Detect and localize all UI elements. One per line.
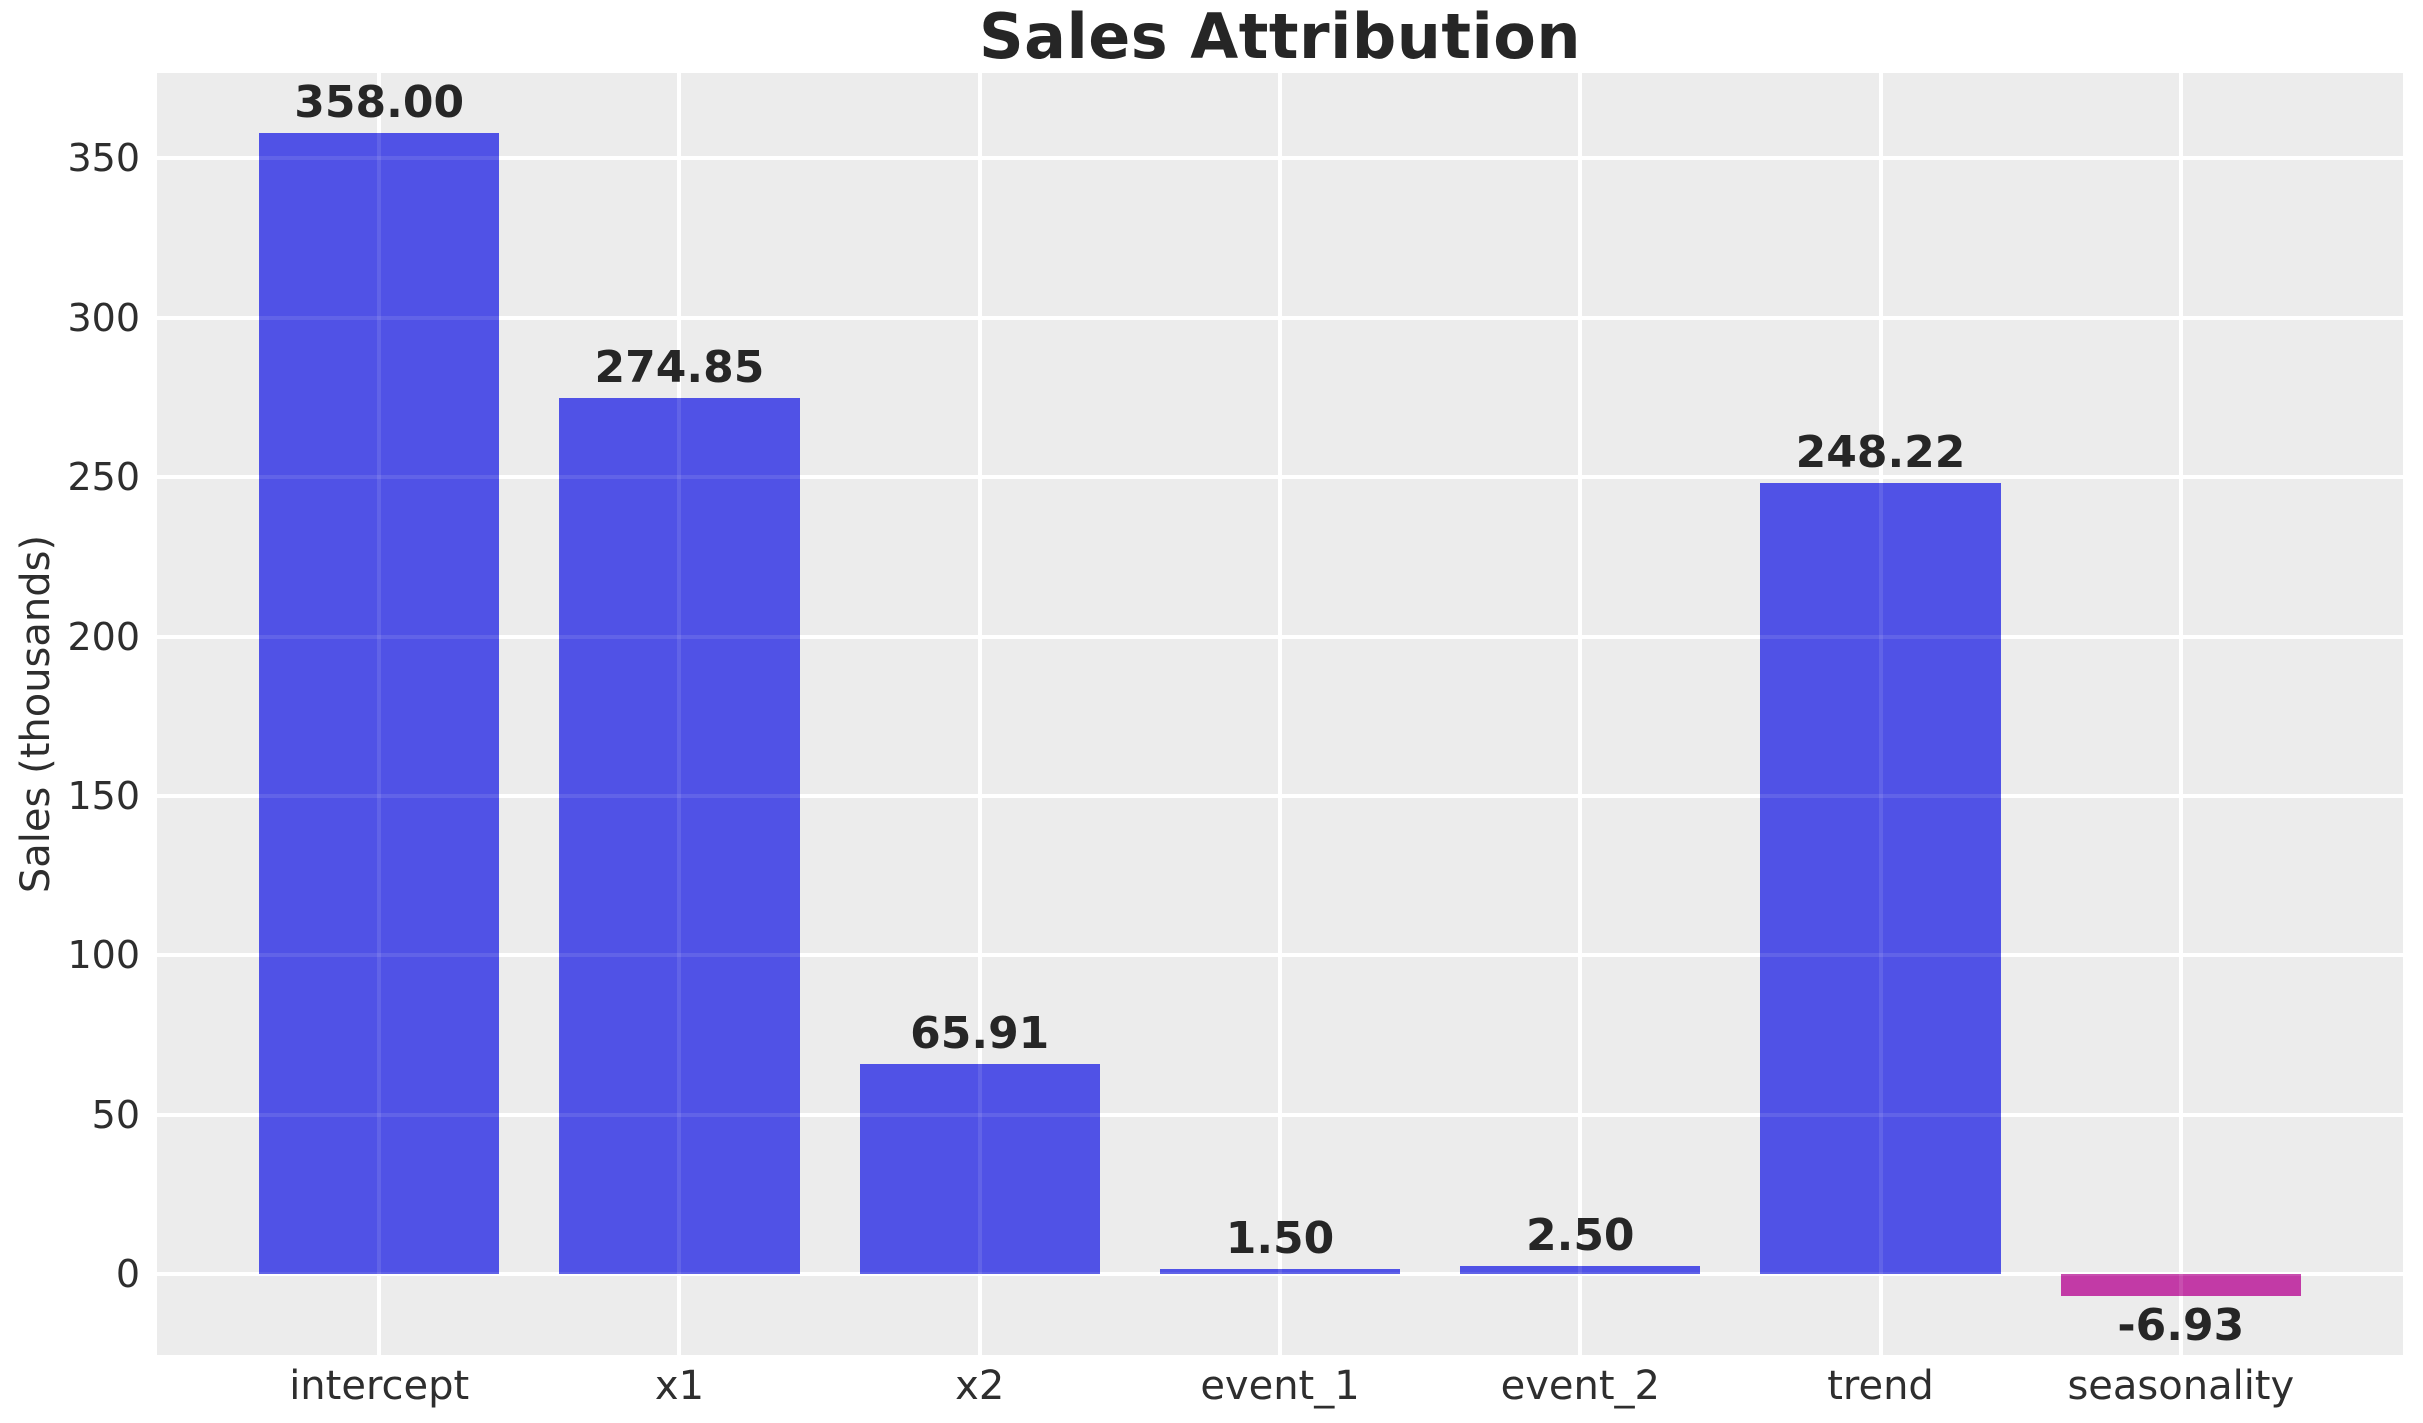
- bar-seasonality: [2060, 1274, 2301, 1297]
- gridline-v-event_1: [1278, 73, 1282, 1355]
- chart-title: Sales Attribution: [978, 0, 1581, 73]
- gridline-overlay-h-150: [157, 793, 2403, 798]
- gridline-overlay-v-x1: [677, 73, 682, 1355]
- gridline-overlay-h-200: [157, 634, 2403, 639]
- y-tick-label-50: 50: [91, 1092, 140, 1137]
- gridline-overlay-h-100: [157, 953, 2403, 958]
- gridline-overlay-v-event_2: [1578, 73, 1583, 1355]
- bar-value-label-event_1: 1.50: [1225, 1213, 1335, 1265]
- x-tick-label-seasonality: seasonality: [2067, 1363, 2295, 1409]
- x-tick-label-event_1: event_1: [1200, 1363, 1360, 1409]
- gridline-overlay-h-50: [157, 1112, 2403, 1117]
- bar-value-label-x2: 65.91: [910, 1007, 1050, 1059]
- bar-x1: [559, 397, 800, 1275]
- y-tick-label-100: 100: [67, 933, 140, 978]
- x-tick-label-trend: trend: [1827, 1363, 1934, 1409]
- bar-value-label-seasonality: -6.93: [2117, 1300, 2245, 1352]
- plot-area: 358.00 274.85 65.91 1.50 2.50 248.22 -6.93: [157, 73, 2403, 1355]
- gridline-overlay-h-0: [157, 1272, 2403, 1277]
- x-tick-label-x1: x1: [654, 1363, 705, 1409]
- y-tick-label-0: 0: [115, 1252, 140, 1297]
- gridline-overlay-v-trend: [1878, 73, 1883, 1355]
- gridline-overlay-v-seasonality: [2178, 73, 2183, 1355]
- gridline-overlay-v-x2: [977, 73, 982, 1355]
- x-tick-label-x2: x2: [955, 1363, 1005, 1409]
- bar-trend: [1760, 482, 2001, 1275]
- bar-value-label-event_2: 2.50: [1525, 1210, 1635, 1262]
- y-tick-label-350: 350: [67, 136, 140, 181]
- bar-value-label-intercept: 358.00: [294, 76, 465, 128]
- gridline-overlay-v-event_1: [1278, 73, 1282, 1355]
- gridline-v-x2: [977, 73, 982, 1355]
- bar-event_1: [1159, 1269, 1401, 1275]
- gridline-overlay-h-250: [157, 475, 2403, 480]
- y-tick-label-250: 250: [67, 455, 140, 500]
- x-tick-label-event_2: event_2: [1500, 1363, 1660, 1409]
- gridline-overlay-h-350: [157, 156, 2403, 161]
- y-tick-label-150: 150: [67, 773, 140, 818]
- gridline-overlay-h-300: [157, 315, 2403, 320]
- gridline-v-seasonality: [2178, 73, 2183, 1355]
- bar-event_2: [1460, 1266, 1701, 1275]
- bar-value-label-trend: 248.22: [1795, 426, 1966, 478]
- gridline-v-event_2: [1578, 73, 1583, 1355]
- x-tick-label-intercept: intercept: [289, 1363, 470, 1409]
- gridline-overlay-v-intercept: [377, 73, 382, 1355]
- bar-intercept: [259, 132, 500, 1275]
- y-tick-label-300: 300: [67, 295, 140, 340]
- bar-x2: [859, 1063, 1100, 1275]
- bar-value-label-x1: 274.85: [594, 341, 765, 393]
- y-tick-label-200: 200: [67, 614, 140, 659]
